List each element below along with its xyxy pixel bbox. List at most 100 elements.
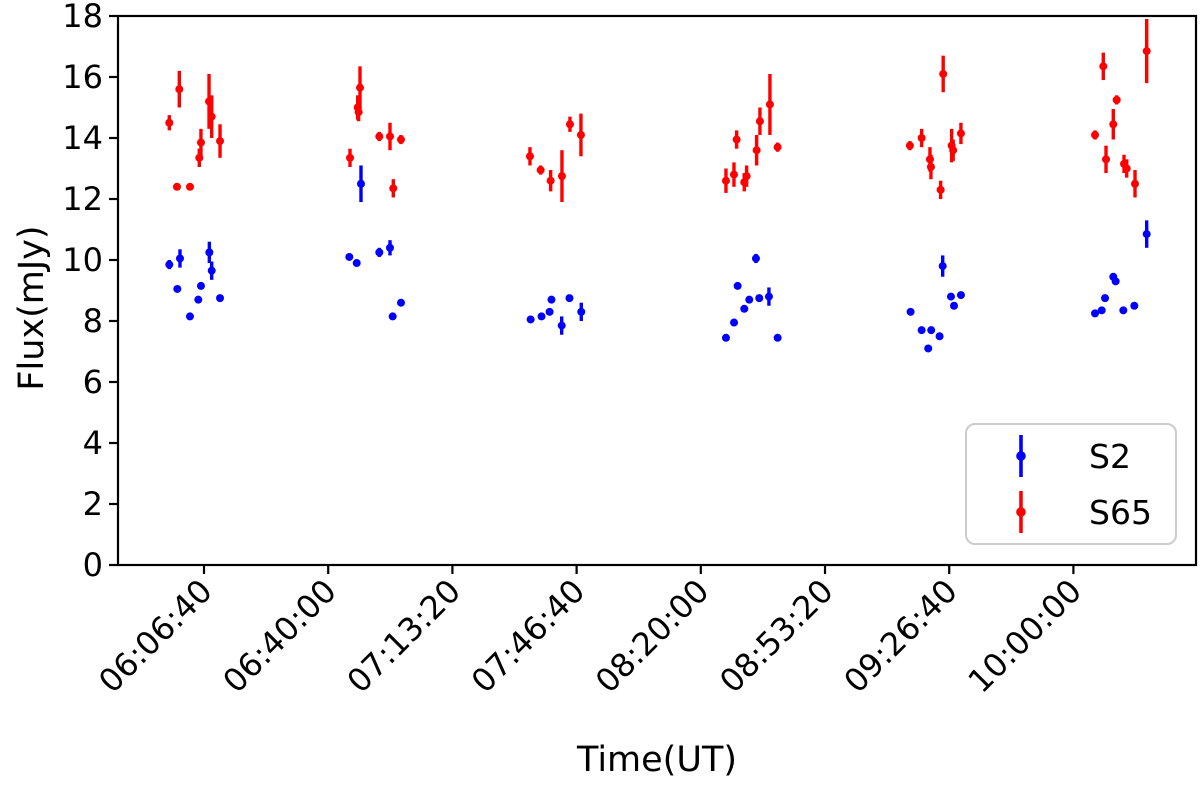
series-s2 — [165, 165, 1151, 353]
y-tick-label: 14 — [62, 119, 103, 157]
data-point — [165, 260, 174, 269]
data-point — [375, 132, 384, 141]
data-point — [389, 184, 398, 193]
data-point — [173, 284, 182, 293]
data-point — [207, 266, 216, 275]
x-tick-label: 07:46:40 — [464, 572, 592, 700]
data-point — [1091, 309, 1100, 318]
data-point — [917, 134, 926, 142]
data-point — [352, 259, 361, 268]
plot-border — [116, 14, 1198, 567]
data-point — [733, 281, 742, 290]
data-point — [375, 248, 384, 257]
data-point — [1122, 164, 1131, 173]
data-point — [546, 176, 555, 185]
data-point — [385, 132, 394, 141]
data-point — [905, 141, 914, 150]
data-point — [396, 135, 405, 144]
y-tick-label: 0 — [83, 546, 103, 584]
data-point — [1097, 306, 1106, 315]
data-point — [576, 130, 585, 139]
data-point — [732, 135, 741, 144]
data-point — [537, 312, 546, 321]
x-tick-label: 09:26:40 — [836, 572, 964, 700]
y-axis: 0 2 4 6 8 10 12 14 16 18 — [62, 0, 118, 584]
legend-entry-s65: S65 — [1003, 487, 1175, 537]
data-point — [354, 108, 363, 117]
x-tick-label: 06:40:00 — [215, 572, 343, 700]
series-s65 — [165, 19, 1151, 203]
legend-label-s2: S2 — [1089, 436, 1131, 476]
data-point — [949, 146, 958, 155]
data-point — [547, 295, 556, 304]
errorbar-marker-icon — [1016, 435, 1026, 477]
data-point — [216, 294, 225, 303]
data-point — [936, 185, 945, 194]
data-point — [1102, 155, 1111, 164]
data-point — [356, 83, 365, 92]
legend-label-s65: S65 — [1089, 492, 1152, 532]
data-point — [946, 292, 955, 301]
x-tick-label: 07:13:20 — [340, 572, 468, 700]
data-point — [194, 295, 203, 304]
data-point — [388, 312, 397, 321]
y-tick-label: 4 — [83, 424, 103, 462]
data-point — [1099, 62, 1108, 71]
data-point — [196, 281, 205, 290]
data-point — [196, 138, 205, 147]
y-axis-label: Flux(mJy) — [12, 225, 52, 391]
data-point — [773, 143, 782, 152]
data-point — [729, 170, 738, 179]
x-tick-label: 08:20:00 — [588, 572, 716, 700]
data-point — [764, 292, 773, 301]
data-point — [926, 162, 935, 171]
data-point — [751, 254, 760, 263]
data-point — [939, 69, 948, 78]
data-point — [207, 112, 216, 121]
data-point — [917, 326, 926, 335]
data-point — [1112, 95, 1121, 104]
data-point — [765, 100, 774, 109]
data-point — [740, 304, 749, 313]
data-point — [1119, 306, 1128, 315]
y-tick-label: 12 — [62, 180, 103, 218]
data-point — [1091, 130, 1100, 139]
data-point — [755, 294, 764, 303]
data-point — [385, 243, 394, 252]
data-point — [949, 301, 958, 310]
data-point — [396, 298, 405, 307]
data-point — [557, 321, 566, 330]
data-point — [721, 176, 730, 185]
data-point — [1109, 120, 1118, 129]
y-tick-label: 2 — [83, 485, 103, 523]
data-point — [1142, 47, 1151, 56]
data-point — [526, 315, 535, 324]
y-tick-label: 10 — [62, 241, 103, 279]
data-point — [730, 318, 739, 327]
data-point — [773, 333, 782, 342]
x-tick-label: 06:06:40 — [91, 572, 219, 700]
x-axis-label: Time(UT) — [577, 740, 737, 780]
x-tick-label: 10:00:00 — [961, 572, 1089, 700]
errorbar-marker-icon — [1016, 491, 1026, 533]
data-point — [745, 295, 754, 304]
data-point — [185, 182, 194, 191]
y-tick-label: 18 — [62, 0, 103, 35]
y-tick-label: 6 — [83, 363, 103, 401]
x-tick-label: 08:53:20 — [712, 572, 840, 700]
data-point — [216, 137, 225, 146]
data-point — [956, 291, 965, 300]
data-point — [755, 117, 764, 126]
data-point — [346, 153, 355, 162]
data-point — [1130, 301, 1139, 310]
data-point — [1101, 294, 1110, 303]
data-point — [927, 326, 936, 335]
data-point — [721, 333, 730, 342]
data-point — [536, 166, 545, 175]
data-point — [356, 179, 365, 188]
data-point — [742, 172, 751, 181]
data-point — [525, 152, 534, 161]
data-point — [175, 85, 184, 94]
legend: S2 S65 — [965, 423, 1177, 545]
data-point — [1142, 230, 1151, 239]
